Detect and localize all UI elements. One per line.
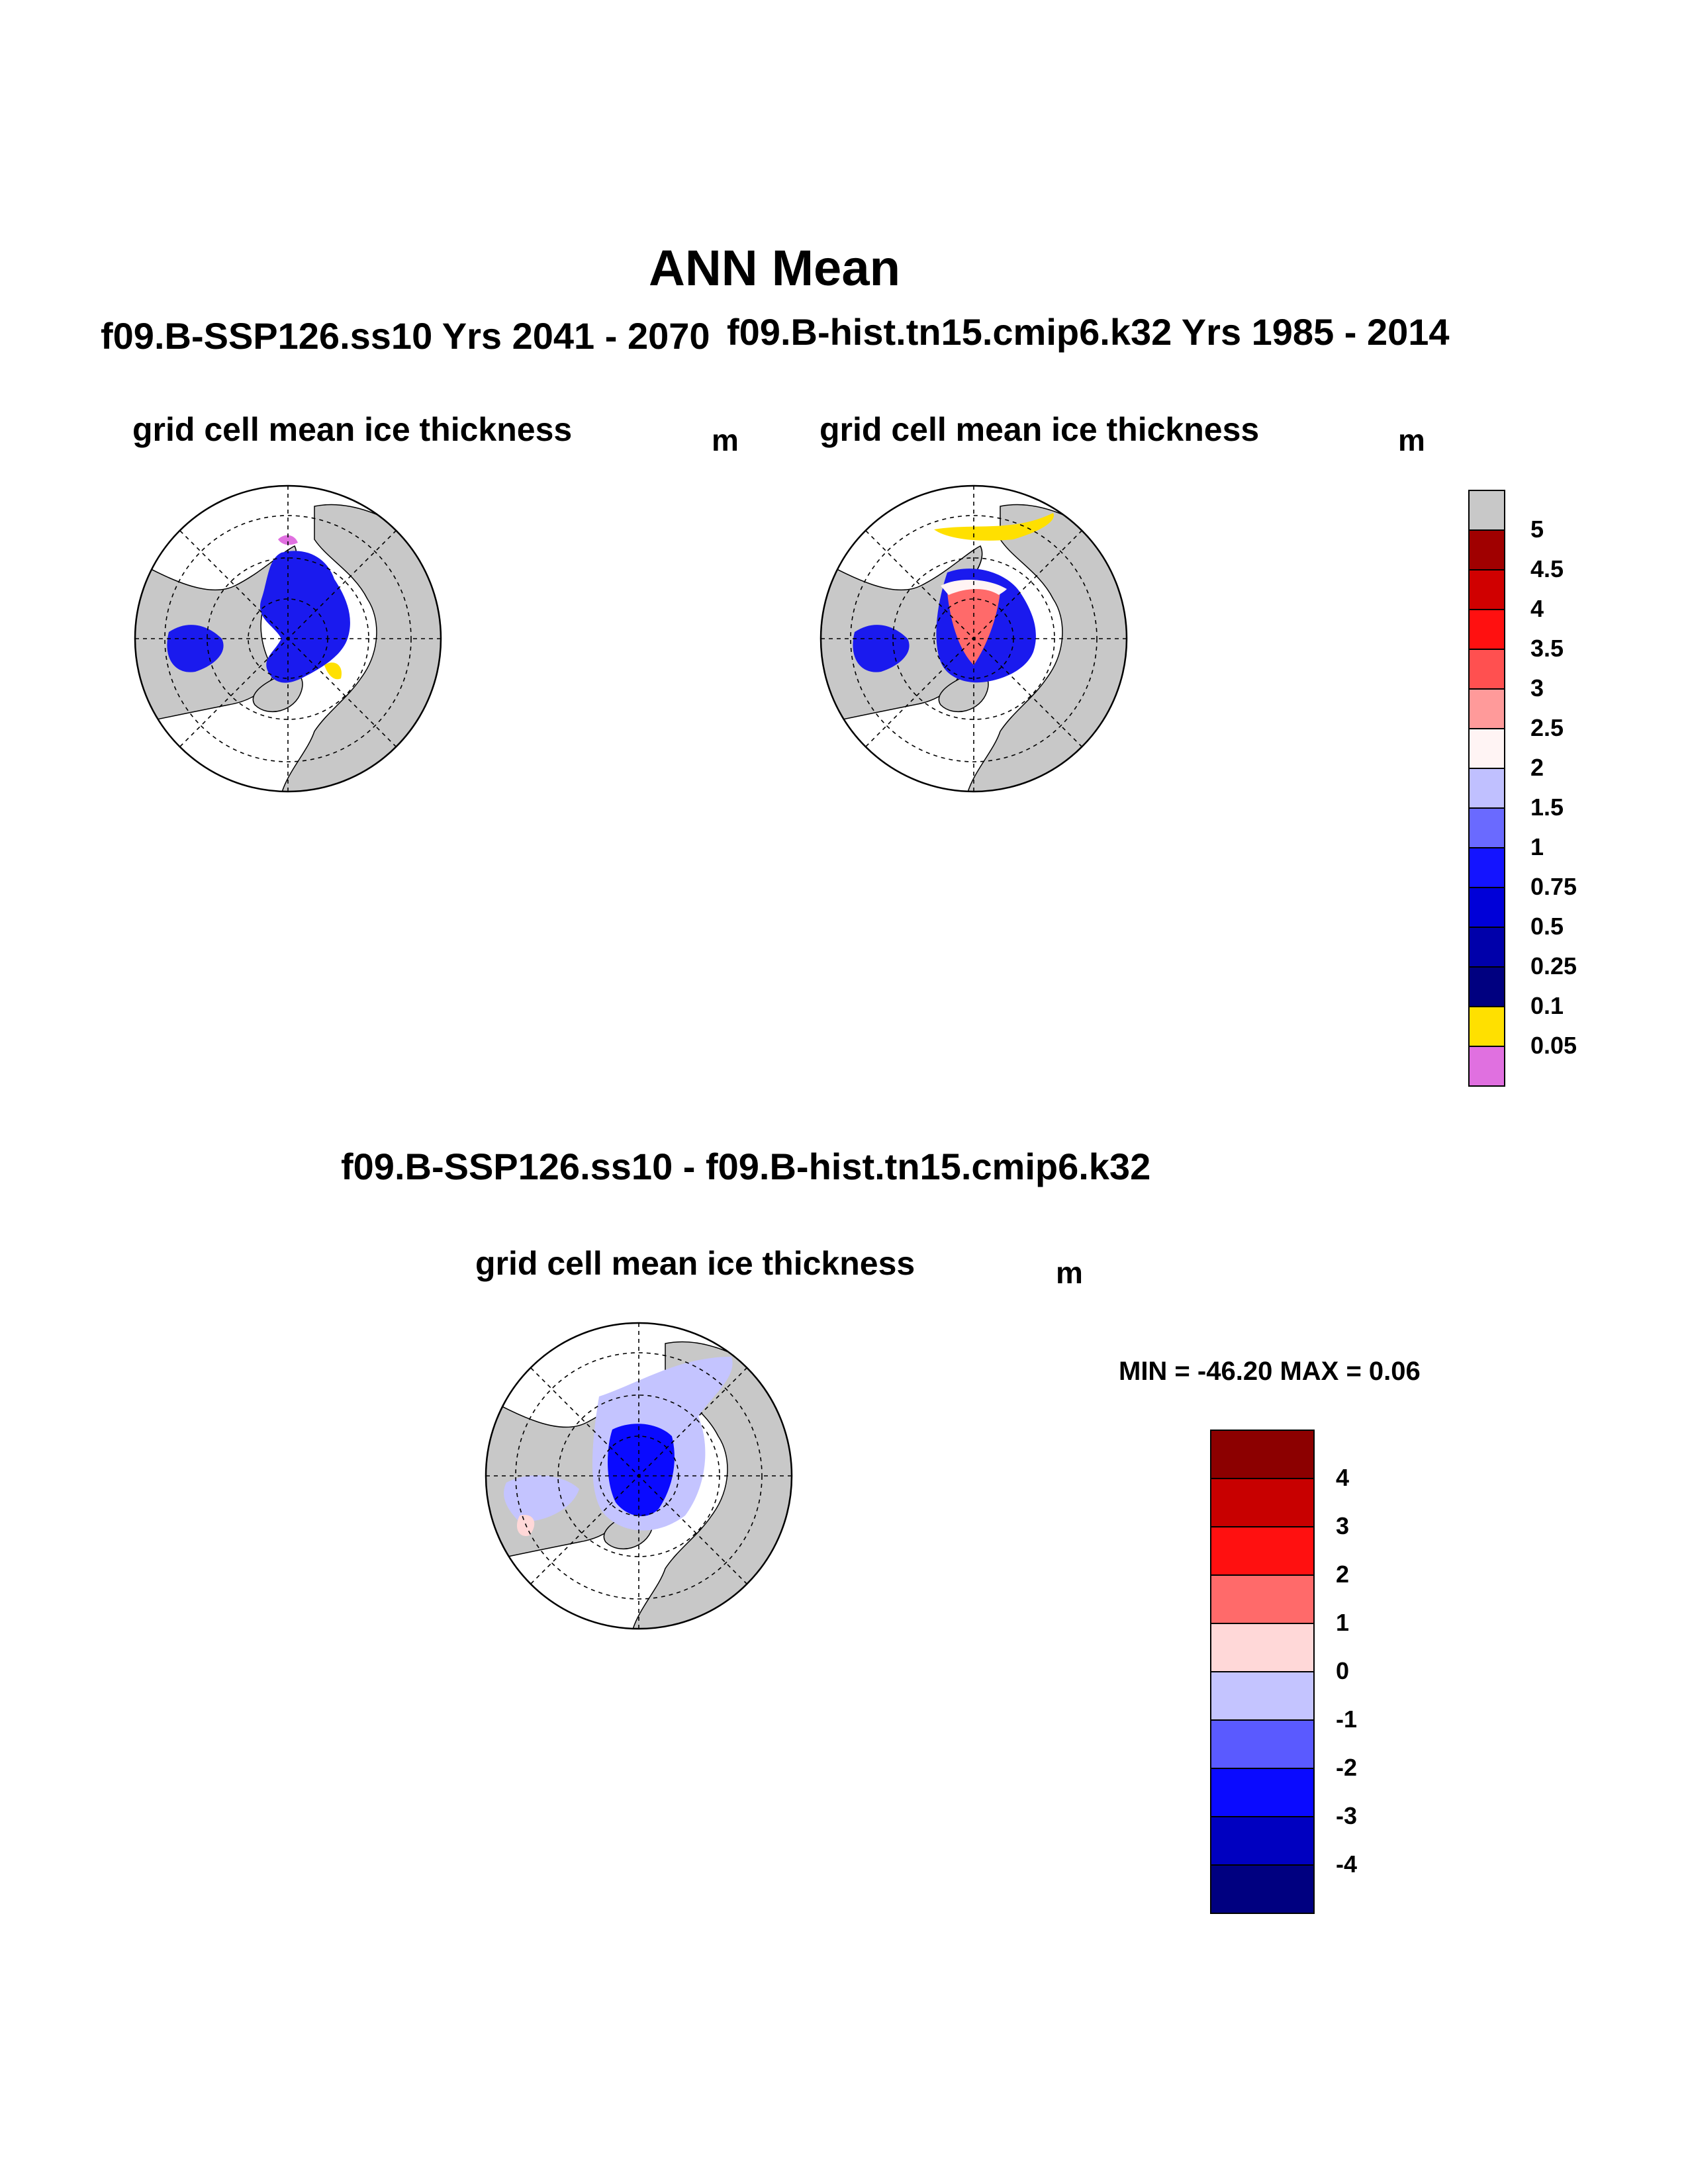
colorbar-top-swatch [1468, 966, 1505, 1007]
map3-shapes [485, 1322, 793, 1630]
map1-shapes [134, 484, 442, 793]
figure-title: ANN Mean [648, 240, 901, 296]
colorbar-bottom-swatch [1210, 1623, 1315, 1672]
map3-diff-large [608, 1424, 675, 1516]
panel1-case-title: f09.B-SSP126.ss10 Yrs 2041 - 2070 [101, 315, 710, 357]
panel3-case-title: f09.B-SSP126.ss10 - f09.B-hist.tn15.cmip… [341, 1146, 1151, 1187]
map1-ice-thickness [167, 551, 350, 683]
colorbar-bottom: 4 3 2 1 0 -1 -2 -3 -4 [1210, 1430, 1369, 1919]
colorbar-top-swatch [1468, 609, 1505, 650]
colorbar-top-label: 1.5 [1530, 794, 1564, 821]
panel1-variable-title: grid cell mean ice thickness [132, 411, 573, 448]
colorbar-bottom-swatch [1210, 1768, 1315, 1817]
map1-boundary [134, 484, 442, 793]
colorbar-top-swatch [1468, 807, 1505, 848]
map2-ice-mid [941, 579, 1007, 595]
panel2-units: m [1398, 423, 1425, 457]
colorbar-bottom-swatch [1210, 1526, 1315, 1576]
colorbar-top-swatch [1468, 728, 1505, 769]
map3-graticule [486, 1323, 792, 1629]
colorbar-bottom-label: 4 [1336, 1464, 1350, 1491]
map2-ice-thick [947, 587, 1000, 665]
colorbar-bottom-swatch [1210, 1816, 1315, 1866]
colorbar-bottom-label: 1 [1336, 1609, 1350, 1636]
colorbar-top-label: 3 [1530, 674, 1544, 702]
panel1-units: m [712, 423, 739, 457]
map3-boundary [485, 1322, 793, 1630]
colorbar-top-swatch [1468, 490, 1505, 531]
colorbar-bottom-label: 2 [1336, 1561, 1350, 1588]
colorbar-top-label: 3.5 [1530, 635, 1564, 662]
colorbar-top-swatch [1468, 1046, 1505, 1087]
colorbar-top-label: 2 [1530, 754, 1544, 781]
colorbar-top-label: 1 [1530, 833, 1544, 860]
colorbar-bottom-swatch [1210, 1719, 1315, 1769]
map2-shapes [820, 484, 1128, 793]
colorbar-bottom-label: 0 [1336, 1657, 1350, 1684]
colorbar-top-label: 5 [1530, 516, 1544, 543]
panel2-variable-title: grid cell mean ice thickness [820, 411, 1260, 448]
colorbar-top-swatch [1468, 768, 1505, 809]
colorbar-bottom-label: -3 [1336, 1802, 1358, 1829]
colorbar-bottom-label: -1 [1336, 1706, 1358, 1733]
panel2-case-title: f09.B-hist.tn15.cmip6.k32 Yrs 1985 - 201… [727, 311, 1450, 353]
map-panel-2 [820, 484, 1128, 793]
panel3-units: m [1056, 1255, 1083, 1290]
colorbar-top-swatch [1468, 529, 1505, 570]
colorbar-top-label: 2.5 [1530, 714, 1564, 741]
colorbar-bottom-label: -2 [1336, 1754, 1358, 1781]
colorbar-top-swatch [1468, 649, 1505, 690]
map-panel-1 [134, 484, 442, 793]
colorbar-bottom-swatch [1210, 1671, 1315, 1721]
colorbar-top-label: 0.1 [1530, 992, 1564, 1019]
colorbar-top-swatch [1468, 688, 1505, 729]
map1-graticule [135, 486, 441, 792]
colorbar-bottom-label: 3 [1336, 1512, 1350, 1539]
colorbar-top-label: 4 [1530, 595, 1544, 622]
colorbar-bottom-swatch [1210, 1574, 1315, 1624]
map1-thin-ice-edge [324, 662, 342, 680]
panel3-minmax: MIN = -46.20 MAX = 0.06 [1119, 1357, 1421, 1386]
colorbar-top-swatch [1468, 927, 1505, 968]
colorbar-bottom-label: -4 [1336, 1850, 1358, 1878]
colorbar-top-label: 0.75 [1530, 873, 1577, 900]
colorbar-top-label: 0.25 [1530, 952, 1577, 979]
map-panel-3 [485, 1322, 793, 1630]
colorbar-top-label: 4.5 [1530, 555, 1564, 582]
map2-graticule [821, 486, 1127, 792]
colorbar-top-swatch [1468, 1006, 1505, 1047]
map2-boundary [820, 484, 1128, 793]
colorbar-top-label: 0.5 [1530, 913, 1564, 940]
colorbar-bottom-swatch [1210, 1864, 1315, 1914]
colorbar-bottom-swatch [1210, 1478, 1315, 1527]
map2-thin-ice-pacific [934, 513, 1054, 541]
map1-thin-ice-pacific [278, 535, 298, 545]
panel3-variable-title: grid cell mean ice thickness [475, 1245, 915, 1282]
colorbar-bottom-swatch [1210, 1430, 1315, 1479]
colorbar-top-swatch [1468, 847, 1505, 888]
colorbar-top: 5 4.5 4 3.5 3 2.5 2 1.5 1 0.75 0.5 0.25 0.1 0.05 [1468, 490, 1601, 1092]
colorbar-top-label: 0.05 [1530, 1032, 1577, 1059]
colorbar-top-swatch [1468, 887, 1505, 928]
colorbar-top-swatch [1468, 569, 1505, 610]
